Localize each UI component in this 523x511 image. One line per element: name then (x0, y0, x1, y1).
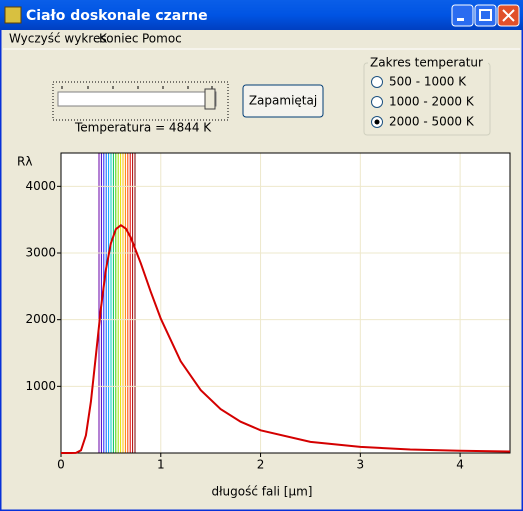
radio-dot (374, 119, 380, 125)
data-line (61, 223, 511, 454)
x-tick-label: 3 (357, 458, 365, 472)
plot-border (60, 152, 511, 454)
range-group-title: Zakres temperatur (370, 56, 483, 70)
y-tick-label: 3000 (25, 246, 56, 260)
y-axis-label: Rλ (17, 155, 32, 169)
range-group-title-bg (368, 56, 488, 70)
radio-label: 500 - 1000 K (389, 75, 467, 89)
radio-button[interactable] (371, 76, 383, 88)
save-button-label: Zapamiętaj (249, 94, 317, 108)
save-button[interactable] (242, 84, 324, 118)
radio-button[interactable] (371, 96, 383, 108)
radio-label: 2000 - 5000 K (389, 115, 475, 129)
window-title: Ciało doskonale czarne (26, 8, 208, 24)
slider-track[interactable] (57, 91, 217, 107)
y-tick-label: 4000 (25, 179, 56, 193)
slider-label: Temperatura = 4844 K (74, 121, 212, 135)
y-tick-label: 1000 (25, 379, 56, 393)
x-axis-label: długość fali [μm] (211, 485, 312, 499)
x-tick-label: 4 (456, 458, 464, 472)
x-tick-label: 0 (57, 458, 65, 472)
x-tick-label: 2 (257, 458, 265, 472)
radio-label: 1000 - 2000 K (389, 95, 475, 109)
close-icon (502, 9, 515, 22)
minimize-icon (457, 18, 464, 21)
maximize-button[interactable] (474, 4, 497, 27)
maximize-icon (479, 9, 492, 21)
x-tick-label: 1 (157, 458, 165, 472)
y-tick-label: 2000 (25, 312, 56, 326)
menu-item[interactable]: Koniec (99, 32, 139, 46)
slider-thumb[interactable] (204, 88, 216, 110)
menu-item[interactable]: Wyczyść wykres (9, 32, 107, 46)
plot-area (60, 152, 511, 454)
menu-bar (3, 30, 520, 48)
title-bar (0, 0, 523, 30)
menu-item[interactable]: Pomoc (142, 32, 182, 46)
slider-focus (52, 81, 229, 121)
minimize-button[interactable] (451, 4, 474, 27)
app-icon (4, 6, 22, 24)
slider-ticks (61, 86, 213, 89)
